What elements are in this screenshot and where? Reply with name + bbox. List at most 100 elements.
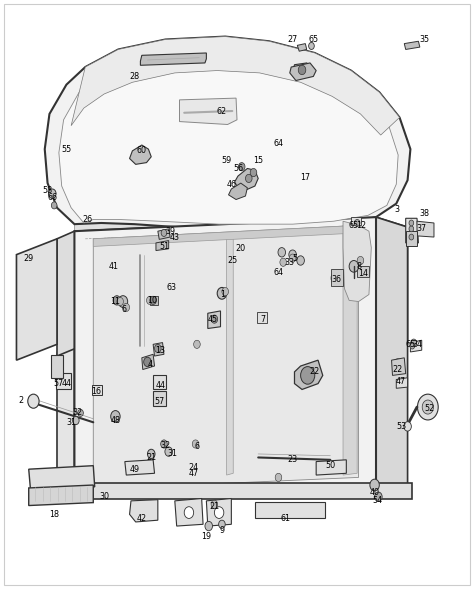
Circle shape [275,474,282,481]
Circle shape [409,220,414,226]
Bar [51,356,63,378]
Text: 56: 56 [233,164,243,173]
Bar [150,296,158,305]
Text: 33: 33 [285,258,295,267]
Polygon shape [129,499,158,522]
Circle shape [211,500,218,508]
Circle shape [222,287,228,296]
Text: 2: 2 [18,396,24,405]
Circle shape [184,507,194,518]
Circle shape [331,271,343,285]
Text: 47: 47 [396,377,406,386]
Bar [153,375,166,389]
Circle shape [161,440,167,448]
Polygon shape [17,239,57,360]
Text: 29: 29 [24,254,34,263]
Text: 37: 37 [417,224,427,233]
Text: 28: 28 [130,72,140,81]
Polygon shape [227,236,233,475]
Polygon shape [74,217,376,239]
Polygon shape [57,217,408,356]
Circle shape [117,297,123,306]
Circle shape [211,315,218,323]
Polygon shape [93,226,358,246]
Text: 21: 21 [210,502,219,511]
Text: 51: 51 [159,242,169,251]
Bar [153,391,166,406]
Text: 6: 6 [121,305,127,314]
Text: 19: 19 [201,531,211,541]
Text: 17: 17 [300,173,310,182]
Polygon shape [125,460,155,475]
Polygon shape [74,217,376,497]
Text: 22: 22 [310,368,320,376]
Text: 48: 48 [110,416,120,425]
Polygon shape [228,183,247,200]
Text: 38: 38 [419,209,429,218]
Text: 49: 49 [129,465,139,474]
Circle shape [309,42,314,49]
Polygon shape [45,37,410,231]
Text: 27: 27 [287,35,298,44]
Text: 55: 55 [61,145,72,154]
Circle shape [161,230,167,236]
Circle shape [73,416,79,425]
Polygon shape [29,466,95,491]
Polygon shape [406,219,419,243]
Text: 64: 64 [273,268,283,277]
Circle shape [280,258,286,266]
Text: 30: 30 [99,492,109,501]
Polygon shape [142,355,155,369]
Polygon shape [59,48,398,224]
Bar [55,373,71,389]
Text: 46: 46 [227,180,237,189]
Text: 57: 57 [54,379,64,388]
Text: 66: 66 [47,193,57,202]
Circle shape [150,296,156,305]
Polygon shape [343,221,371,302]
Polygon shape [392,358,406,375]
Circle shape [250,168,257,177]
Text: 65: 65 [405,340,416,349]
Text: 53: 53 [396,422,406,431]
Text: 52: 52 [424,404,434,413]
Circle shape [214,507,224,518]
Circle shape [418,394,438,420]
Circle shape [410,343,415,349]
Circle shape [113,296,120,305]
Text: 22: 22 [392,365,402,374]
Circle shape [48,189,56,198]
Text: 25: 25 [227,256,237,265]
Circle shape [28,394,39,408]
Text: 16: 16 [91,387,101,396]
Text: 47: 47 [189,469,199,478]
Text: 26: 26 [82,215,93,224]
Text: 3: 3 [395,205,400,214]
Circle shape [392,359,404,373]
Polygon shape [206,498,231,526]
Circle shape [144,357,151,366]
Text: 12: 12 [356,221,366,230]
Bar [331,269,343,286]
Text: 36: 36 [332,275,342,284]
Circle shape [155,345,161,353]
Text: 8: 8 [356,262,361,271]
Polygon shape [129,145,151,164]
Circle shape [146,296,153,305]
Text: 34: 34 [412,340,422,349]
Polygon shape [290,63,316,81]
Text: 62: 62 [217,107,227,116]
Text: 6: 6 [194,442,200,451]
Bar [255,502,325,518]
Text: 32: 32 [160,441,171,450]
Text: 61: 61 [280,514,290,523]
Text: 5: 5 [292,254,297,263]
Polygon shape [29,485,93,505]
Circle shape [165,447,173,456]
Polygon shape [404,41,420,49]
Bar [92,385,102,395]
Text: 41: 41 [109,262,118,271]
Circle shape [409,226,414,232]
Text: 20: 20 [236,244,246,253]
Circle shape [147,449,155,459]
